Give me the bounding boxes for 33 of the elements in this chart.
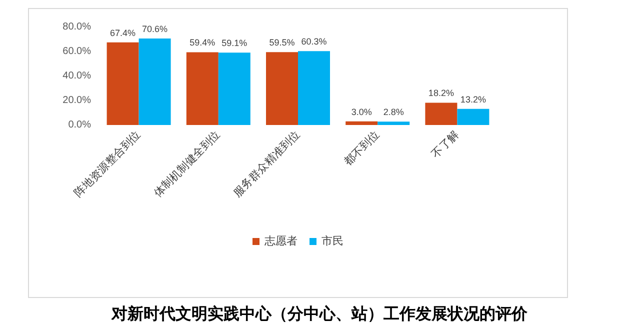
data-label: 60.3% xyxy=(301,36,327,47)
y-tick-label: 60.0% xyxy=(62,46,92,57)
data-label: 59.5% xyxy=(269,38,295,48)
x-tick-label: 服务群众精准到位 xyxy=(230,128,302,200)
data-label: 2.8% xyxy=(383,107,404,118)
bar xyxy=(218,52,250,125)
x-tick-label: 阵地资源整合到位 xyxy=(72,128,144,200)
data-label: 18.2% xyxy=(428,88,454,98)
legend-label: 志愿者 xyxy=(264,234,298,248)
x-tick-label: 都不到位 xyxy=(342,128,382,168)
data-label: 67.4% xyxy=(110,28,136,38)
data-label: 70.6% xyxy=(142,24,168,34)
y-tick-label: 80.0% xyxy=(62,22,92,32)
text: 对新时代文明实践中心（分中心、站）工作发展状况的评价 xyxy=(110,304,528,325)
data-label: 3.0% xyxy=(351,106,372,117)
x-tick-label: 不了解 xyxy=(430,128,462,161)
bar xyxy=(138,38,171,125)
y-tick-label: 20.0% xyxy=(62,95,92,106)
bar xyxy=(106,42,139,125)
data-label: 59.4% xyxy=(190,38,216,48)
data-label: 59.1% xyxy=(222,38,248,48)
bar xyxy=(378,122,410,125)
y-tick-label: 40.0% xyxy=(62,70,92,82)
bar xyxy=(298,51,330,125)
bar xyxy=(457,108,490,125)
data-label: 13.2% xyxy=(460,94,486,104)
bar xyxy=(186,52,218,125)
y-tick-label: 0.0% xyxy=(68,120,92,130)
bar xyxy=(346,121,378,125)
x-tick-label: 体制机制健全到位 xyxy=(151,128,223,200)
legend-label: 市民 xyxy=(322,234,344,248)
bar xyxy=(266,52,298,125)
bar xyxy=(425,102,458,125)
